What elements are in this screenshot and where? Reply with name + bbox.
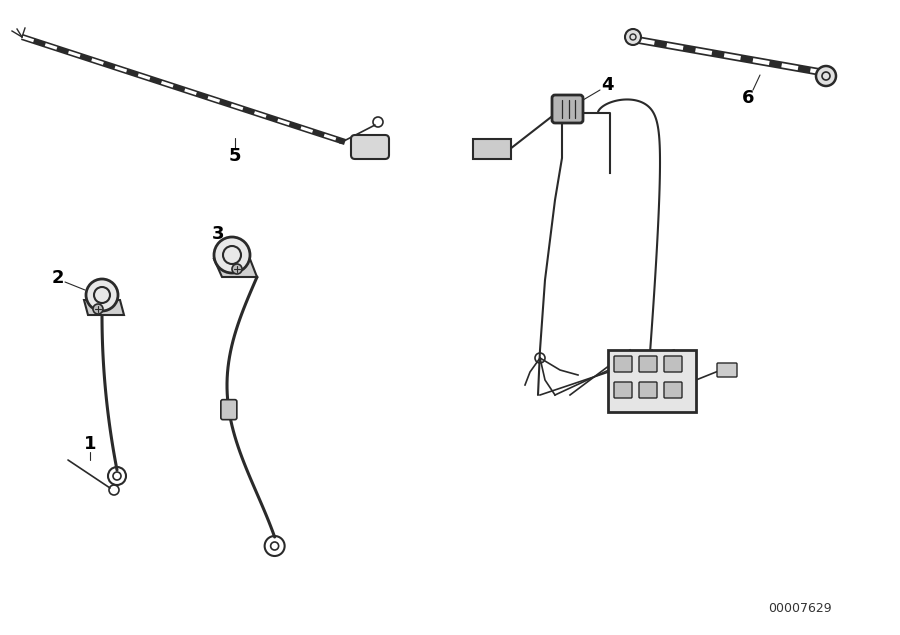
Circle shape [93, 304, 103, 314]
Text: 6: 6 [742, 89, 754, 107]
FancyBboxPatch shape [664, 382, 682, 398]
Text: 00007629: 00007629 [769, 601, 832, 615]
FancyBboxPatch shape [473, 139, 511, 159]
FancyBboxPatch shape [552, 95, 583, 123]
Text: 4: 4 [601, 76, 613, 94]
FancyBboxPatch shape [351, 135, 389, 159]
FancyBboxPatch shape [614, 382, 632, 398]
FancyBboxPatch shape [220, 399, 237, 420]
Circle shape [816, 66, 836, 86]
Text: 5: 5 [229, 147, 241, 165]
Circle shape [86, 279, 118, 311]
FancyBboxPatch shape [639, 382, 657, 398]
FancyBboxPatch shape [614, 356, 632, 372]
FancyBboxPatch shape [639, 356, 657, 372]
Circle shape [214, 237, 250, 273]
Polygon shape [214, 259, 257, 277]
FancyBboxPatch shape [608, 350, 696, 412]
Text: 1: 1 [84, 435, 96, 453]
Polygon shape [84, 300, 124, 315]
Text: 3: 3 [212, 225, 224, 243]
FancyBboxPatch shape [664, 356, 682, 372]
Circle shape [232, 264, 242, 274]
Circle shape [625, 29, 641, 45]
Text: 2: 2 [52, 269, 64, 287]
FancyBboxPatch shape [717, 363, 737, 377]
